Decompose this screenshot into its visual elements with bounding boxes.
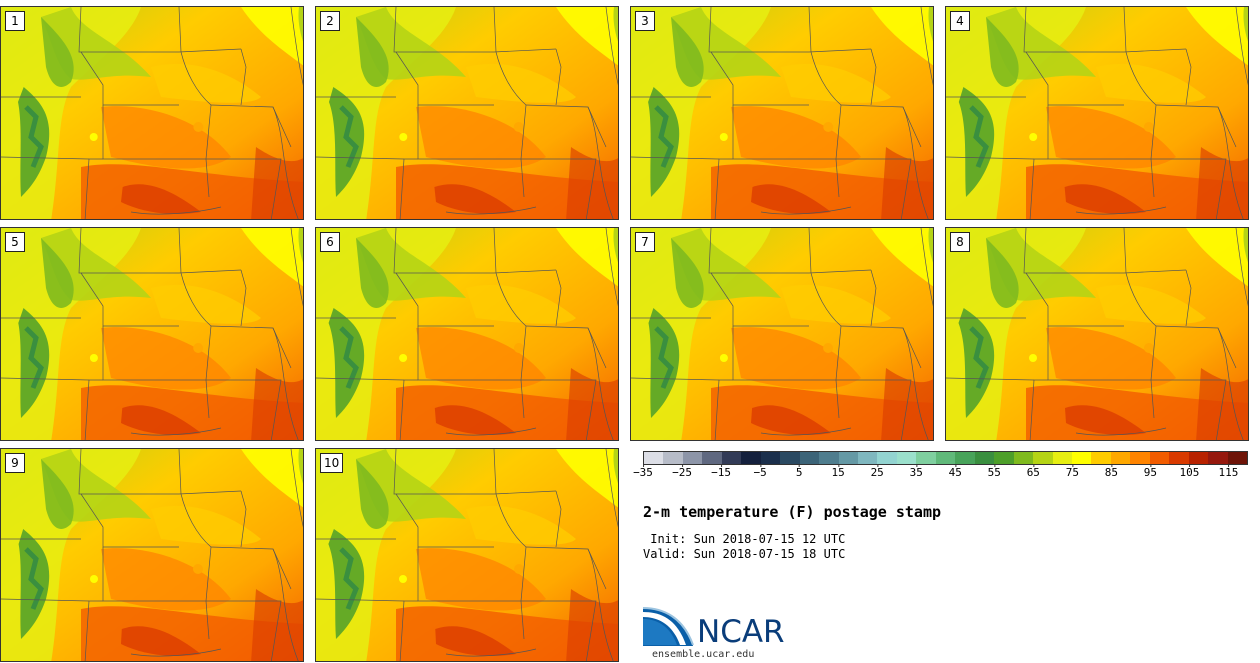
temperature-map xyxy=(946,7,1248,219)
ensemble-member-panel: 5 xyxy=(0,227,304,441)
colorbar-tick: 35 xyxy=(909,464,923,479)
colorbar-tick: 95 xyxy=(1143,464,1158,479)
colorbar-tick: 55 xyxy=(987,464,1001,479)
colorbar-segment xyxy=(1169,452,1189,464)
colorbar-tick-labels: −35 −25 −15 −5 5 15 25 35 45 55 65 75 85 95 105 115 xyxy=(633,464,1248,486)
colorbar-tick: −35 xyxy=(633,464,653,479)
colorbar-segment xyxy=(916,452,936,464)
colorbar-segment xyxy=(877,452,897,464)
colorbar-segment xyxy=(1091,452,1111,464)
colorbar-segment xyxy=(1227,452,1248,464)
colorbar-segment xyxy=(1071,452,1092,464)
temperature-map xyxy=(1,449,303,661)
panel-number-label: 6 xyxy=(320,232,340,252)
temperature-map xyxy=(316,449,618,661)
colorbar-segment xyxy=(644,452,664,464)
colorbar-segment xyxy=(721,452,742,464)
colorbar-segment xyxy=(1052,452,1072,464)
colorbar-segment xyxy=(663,452,683,464)
valid-time: Valid: Sun 2018-07-15 18 UTC xyxy=(643,547,846,561)
colorbar-segment xyxy=(780,452,800,464)
temperature-map xyxy=(1,7,303,219)
temperature-map xyxy=(316,228,618,440)
colorbar-segment xyxy=(994,452,1014,464)
temperature-colorbar xyxy=(643,451,1248,465)
panel-number-label: 2 xyxy=(320,11,340,31)
panel-number-label: 5 xyxy=(5,232,25,252)
colorbar-segment xyxy=(741,452,761,464)
panel-number-label: 8 xyxy=(950,232,970,252)
colorbar-segment xyxy=(857,452,878,464)
colorbar-tick: 75 xyxy=(1065,464,1079,479)
panel-number-label: 3 xyxy=(635,11,655,31)
colorbar-segment xyxy=(1188,452,1209,464)
colorbar-tick: 115 xyxy=(1218,464,1239,479)
colorbar-segment xyxy=(799,452,820,464)
ensemble-member-panel: 3 xyxy=(630,6,934,220)
colorbar-segment xyxy=(838,452,858,464)
colorbar-segment xyxy=(935,452,956,464)
colorbar-segment xyxy=(1208,452,1228,464)
colorbar-segment xyxy=(896,452,917,464)
colorbar-segment xyxy=(1013,452,1034,464)
colorbar-segment xyxy=(1130,452,1150,464)
colorbar-tick: 85 xyxy=(1104,464,1118,479)
ensemble-member-panel: 6 xyxy=(315,227,619,441)
logo-url: ensemble.ucar.edu xyxy=(652,649,755,660)
colorbar-segment xyxy=(702,452,722,464)
colorbar-segment xyxy=(955,452,975,464)
temperature-map xyxy=(631,7,933,219)
colorbar-segment xyxy=(1110,452,1131,464)
temperature-map xyxy=(316,7,618,219)
ncar-logo-text: NCAR xyxy=(697,614,785,650)
colorbar-tick: −15 xyxy=(711,464,731,479)
init-time: Init: Sun 2018-07-15 12 UTC xyxy=(643,532,846,546)
ensemble-member-panel: 4 xyxy=(945,6,1249,220)
plot-title: 2-m temperature (F) postage stamp xyxy=(643,503,942,521)
panel-number-label: 10 xyxy=(320,453,344,473)
colorbar-segment xyxy=(819,452,839,464)
colorbar-segment xyxy=(1033,452,1053,464)
colorbar-segment xyxy=(760,452,781,464)
colorbar-tick: −25 xyxy=(672,464,692,479)
colorbar-tick: −5 xyxy=(753,464,767,479)
ensemble-member-panel: 1 xyxy=(0,6,304,220)
temperature-map xyxy=(946,228,1248,440)
panel-number-label: 4 xyxy=(950,11,970,31)
colorbar-tick: 5 xyxy=(795,464,803,479)
panel-number-label: 7 xyxy=(635,232,655,252)
colorbar-tick: 15 xyxy=(831,464,845,479)
colorbar-tick: 25 xyxy=(870,464,884,479)
ensemble-member-panel: 7 xyxy=(630,227,934,441)
ensemble-member-panel: 9 xyxy=(0,448,304,662)
colorbar-tick: 45 xyxy=(948,464,962,479)
ensemble-member-panel: 10 xyxy=(315,448,619,662)
colorbar-segment xyxy=(1149,452,1170,464)
colorbar-tick: 105 xyxy=(1179,464,1200,479)
panel-number-label: 9 xyxy=(5,453,25,473)
temperature-map xyxy=(631,228,933,440)
ensemble-member-panel: 2 xyxy=(315,6,619,220)
temperature-map xyxy=(1,228,303,440)
colorbar-segment xyxy=(682,452,703,464)
panel-number-label: 1 xyxy=(5,11,25,31)
colorbar-segment xyxy=(974,452,995,464)
colorbar-tick: 65 xyxy=(1026,464,1040,479)
ensemble-member-panel: 8 xyxy=(945,227,1249,441)
ncar-logo xyxy=(643,607,694,646)
